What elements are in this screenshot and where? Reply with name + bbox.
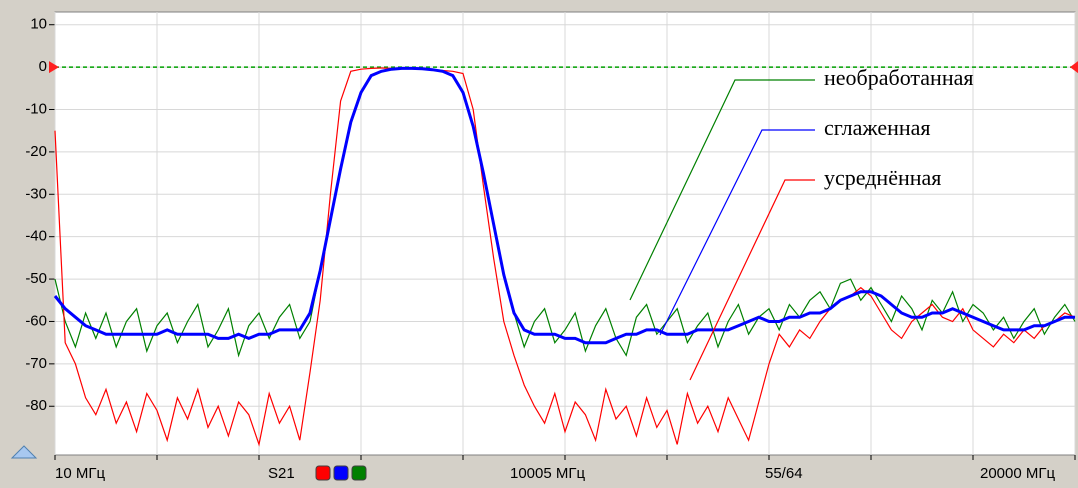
y-tick-label: -10: [25, 100, 47, 117]
trace-indicator: [333, 465, 349, 481]
status-text: 20000 МГц: [980, 465, 1055, 482]
y-tick-label: -60: [25, 312, 47, 329]
legend-leader: [689, 179, 815, 381]
legend-leader: [659, 129, 815, 336]
y-tick-label: -20: [25, 143, 47, 160]
status-text: 10005 МГц: [510, 465, 585, 482]
reference-marker: [49, 61, 59, 74]
legend-label: сглаженная: [824, 115, 931, 140]
reference-marker: [1070, 61, 1078, 74]
y-tick-label: -30: [25, 185, 47, 202]
trace-indicator: [315, 465, 331, 481]
status-text: 55/64: [765, 465, 803, 482]
status-text: 10 МГц: [55, 465, 105, 482]
series-line: [54, 67, 1076, 358]
y-tick-label: -40: [25, 228, 47, 245]
legend-label: усреднённая: [824, 165, 941, 190]
trace-indicator: [351, 465, 367, 481]
y-tick-label: -70: [25, 355, 47, 372]
y-tick-label: 0: [39, 58, 47, 75]
legend-label: необработанная: [824, 65, 973, 90]
status-text: S21: [268, 465, 295, 482]
marker-icon: [10, 445, 38, 459]
legend-leader: [629, 79, 815, 301]
y-tick-label: 10: [30, 16, 47, 33]
series-line: [54, 67, 1076, 447]
y-tick-label: -50: [25, 270, 47, 287]
y-tick-label: -80: [25, 397, 47, 414]
series-line: [53, 66, 1075, 345]
